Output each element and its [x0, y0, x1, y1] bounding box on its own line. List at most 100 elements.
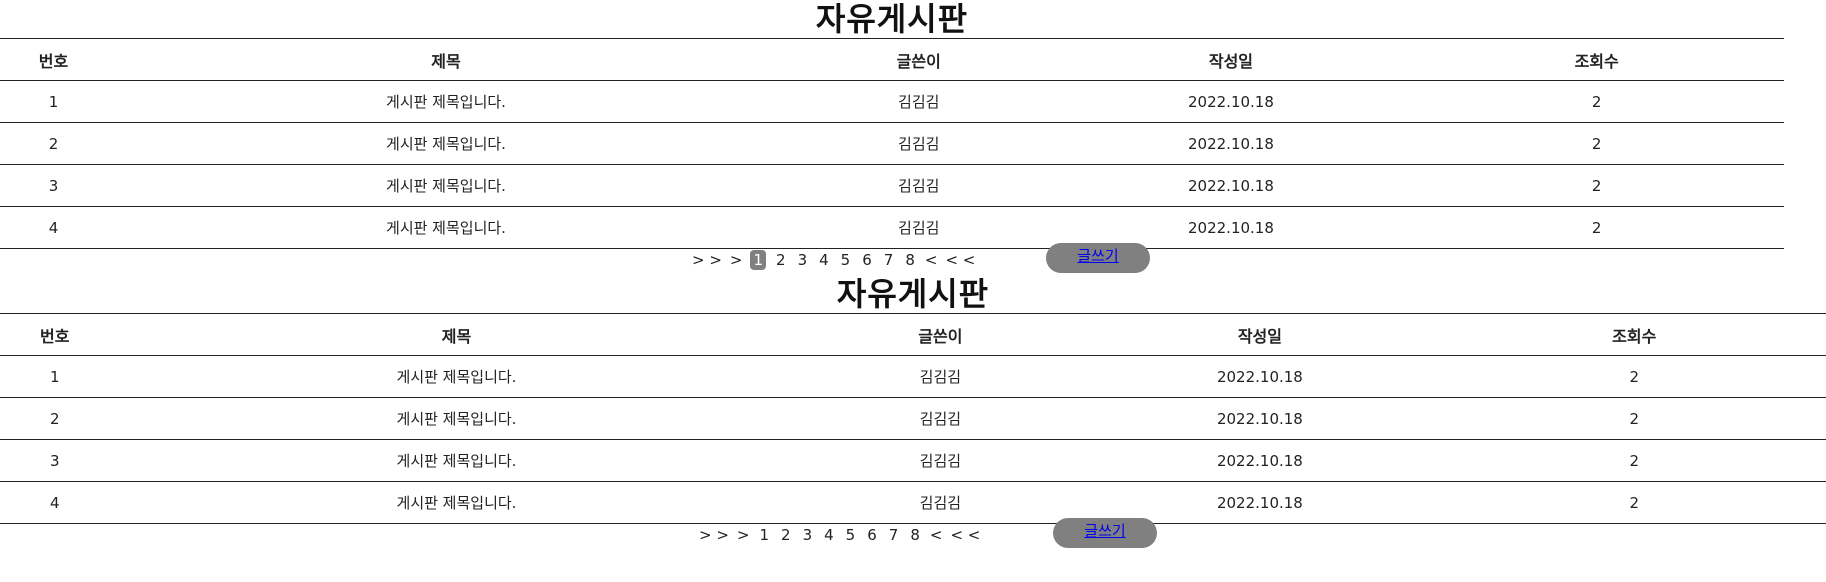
header-row: 번호 제목 글쓴이 작성일 조회수 [0, 38, 1784, 81]
column-header-views: 조회수 [1442, 313, 1826, 356]
board-section: 자유게시판 번호 제목 글쓴이 작성일 조회수 1 게시판 제목입니다. 김김김… [0, 0, 1784, 280]
column-header-number: 번호 [0, 313, 110, 356]
write-link[interactable]: 글쓰기 [1077, 247, 1119, 265]
table-row[interactable]: 4 게시판 제목입니다. 김김김 2022.10.18 2 [0, 206, 1784, 249]
cell-date: 2022.10.18 [1077, 481, 1443, 524]
cell-number: 2 [0, 397, 110, 440]
cell-date: 2022.10.18 [1077, 355, 1443, 398]
cell-writer: 김김김 [803, 439, 1078, 482]
cell-writer: 김김김 [803, 481, 1078, 524]
first-page-link[interactable]: > > [692, 251, 722, 269]
cell-title[interactable]: 게시판 제목입니다. [109, 397, 804, 440]
cell-number: 2 [0, 122, 108, 165]
page-link-6[interactable]: 6 [862, 251, 872, 269]
page-link-7[interactable]: 7 [888, 526, 899, 544]
last-page-link[interactable]: < < [950, 526, 981, 544]
board-title: 자유게시판 [836, 275, 990, 313]
cell-date: 2022.10.18 [1052, 164, 1410, 207]
cell-views: 2 [1409, 206, 1784, 249]
column-header-date: 작성일 [1052, 38, 1410, 81]
table-header: 번호 제목 글쓴이 작성일 조회수 [0, 38, 1784, 81]
page-link-3[interactable]: 3 [797, 251, 808, 269]
cell-date: 2022.10.18 [1052, 122, 1410, 165]
prev-page-link[interactable]: > [736, 526, 750, 544]
prev-page-link[interactable]: > [729, 251, 743, 269]
write-button[interactable]: 글쓰기 [1053, 518, 1157, 548]
cell-number: 1 [0, 80, 108, 123]
table-row[interactable]: 3 게시판 제목입니다. 김김김 2022.10.18 2 [0, 164, 1784, 207]
table-body: 1 게시판 제목입니다. 김김김 2022.10.18 2 2 게시판 제목입니… [0, 80, 1784, 249]
page-link-2[interactable]: 2 [781, 526, 791, 544]
cell-title[interactable]: 게시판 제목입니다. [109, 439, 804, 482]
column-header-number: 번호 [0, 38, 108, 81]
board-section: 자유게시판 번호 제목 글쓴이 작성일 조회수 1 게시판 제목입니다. 김김김… [0, 275, 1826, 575]
column-header-title: 제목 [109, 313, 804, 356]
cell-views: 2 [1442, 439, 1826, 482]
table-row[interactable]: 2 게시판 제목입니다. 김김김 2022.10.18 2 [0, 122, 1784, 165]
page-link-3[interactable]: 3 [802, 526, 813, 544]
write-link[interactable]: 글쓰기 [1084, 522, 1126, 540]
write-button[interactable]: 글쓰기 [1046, 243, 1150, 273]
cell-writer: 김김김 [803, 397, 1078, 440]
cell-number: 4 [0, 481, 110, 524]
cell-number: 3 [0, 164, 108, 207]
cell-number: 4 [0, 206, 108, 249]
last-page-link[interactable]: < < [945, 251, 976, 269]
page-link-8[interactable]: 8 [905, 251, 915, 269]
cell-title[interactable]: 게시판 제목입니다. [107, 164, 785, 207]
table-row[interactable]: 4 게시판 제목입니다. 김김김 2022.10.18 2 [0, 481, 1826, 524]
pagination: > > > 1 2 3 4 5 6 7 8 < < < [688, 248, 979, 272]
first-page-link[interactable]: > > [699, 526, 729, 544]
cell-views: 2 [1442, 397, 1826, 440]
next-page-link[interactable]: < [924, 251, 938, 269]
cell-date: 2022.10.18 [1077, 439, 1443, 482]
cell-number: 1 [0, 355, 110, 398]
column-header-date: 작성일 [1077, 313, 1443, 356]
header-row: 번호 제목 글쓴이 작성일 조회수 [0, 313, 1826, 356]
table-row[interactable]: 1 게시판 제목입니다. 김김김 2022.10.18 2 [0, 355, 1826, 398]
cell-date: 2022.10.18 [1052, 80, 1410, 123]
board-title: 자유게시판 [815, 0, 969, 38]
cell-title[interactable]: 게시판 제목입니다. [107, 206, 785, 249]
cell-views: 2 [1409, 122, 1784, 165]
page-link-1[interactable]: 1 [759, 526, 770, 544]
column-header-writer: 글쓴이 [803, 313, 1078, 356]
cell-writer: 김김김 [784, 80, 1053, 123]
pagination: > > > 1 2 3 4 5 6 7 8 < < < [695, 523, 984, 547]
page-link-4[interactable]: 4 [819, 251, 829, 269]
cell-views: 2 [1409, 80, 1784, 123]
cell-date: 2022.10.18 [1077, 397, 1443, 440]
cell-number: 3 [0, 439, 110, 482]
table-row[interactable]: 3 게시판 제목입니다. 김김김 2022.10.18 2 [0, 439, 1826, 482]
cell-writer: 김김김 [784, 164, 1053, 207]
board-table: 번호 제목 글쓴이 작성일 조회수 1 게시판 제목입니다. 김김김 2022.… [0, 38, 1784, 249]
column-header-views: 조회수 [1409, 38, 1784, 81]
cell-title[interactable]: 게시판 제목입니다. [107, 122, 785, 165]
cell-writer: 김김김 [784, 206, 1053, 249]
page-link-4[interactable]: 4 [824, 526, 834, 544]
cell-writer: 김김김 [803, 355, 1078, 398]
table-body: 1 게시판 제목입니다. 김김김 2022.10.18 2 2 게시판 제목입니… [0, 355, 1826, 524]
page-link-8[interactable]: 8 [910, 526, 920, 544]
page-link-5[interactable]: 5 [845, 526, 856, 544]
table-row[interactable]: 1 게시판 제목입니다. 김김김 2022.10.18 2 [0, 80, 1784, 123]
cell-views: 2 [1409, 164, 1784, 207]
next-page-link[interactable]: < [929, 526, 943, 544]
column-header-writer: 글쓴이 [784, 38, 1053, 81]
table-row[interactable]: 2 게시판 제목입니다. 김김김 2022.10.18 2 [0, 397, 1826, 440]
cell-date: 2022.10.18 [1052, 206, 1410, 249]
page-link-2[interactable]: 2 [776, 251, 786, 269]
page-link-5[interactable]: 5 [840, 251, 851, 269]
cell-views: 2 [1442, 481, 1826, 524]
board-table: 번호 제목 글쓴이 작성일 조회수 1 게시판 제목입니다. 김김김 2022.… [0, 313, 1826, 524]
cell-title[interactable]: 게시판 제목입니다. [109, 481, 804, 524]
cell-writer: 김김김 [784, 122, 1053, 165]
cell-title[interactable]: 게시판 제목입니다. [109, 355, 804, 398]
table-header: 번호 제목 글쓴이 작성일 조회수 [0, 313, 1826, 356]
page-link-7[interactable]: 7 [883, 251, 894, 269]
page-link-6[interactable]: 6 [867, 526, 877, 544]
cell-title[interactable]: 게시판 제목입니다. [107, 80, 785, 123]
page-link-1[interactable]: 1 [750, 250, 767, 270]
column-header-title: 제목 [107, 38, 785, 81]
cell-views: 2 [1442, 355, 1826, 398]
